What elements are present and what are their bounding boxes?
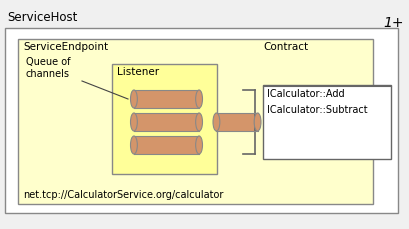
Ellipse shape — [213, 113, 220, 131]
Bar — [134, 90, 199, 108]
FancyBboxPatch shape — [5, 28, 398, 213]
Text: ServiceHost: ServiceHost — [7, 11, 77, 24]
Text: net.tcp://CalculatorService.org/calculator: net.tcp://CalculatorService.org/calculat… — [23, 190, 223, 200]
Bar — [134, 113, 199, 131]
Ellipse shape — [130, 113, 137, 131]
Ellipse shape — [254, 113, 261, 131]
Text: Listener: Listener — [117, 67, 159, 77]
Ellipse shape — [196, 136, 202, 154]
Ellipse shape — [130, 90, 137, 108]
Bar — [216, 113, 258, 131]
FancyBboxPatch shape — [18, 39, 373, 204]
Ellipse shape — [130, 136, 137, 154]
Text: 1+: 1+ — [384, 16, 404, 30]
Ellipse shape — [196, 90, 202, 108]
Text: Contract: Contract — [263, 42, 308, 52]
Text: ICalculator::Add
ICalculator::Subtract: ICalculator::Add ICalculator::Subtract — [267, 89, 368, 114]
FancyBboxPatch shape — [112, 64, 217, 174]
Text: ServiceEndpoint: ServiceEndpoint — [23, 42, 108, 52]
FancyBboxPatch shape — [263, 85, 391, 159]
Bar — [134, 136, 199, 154]
Text: Queue of
channels: Queue of channels — [26, 57, 70, 79]
Ellipse shape — [196, 113, 202, 131]
